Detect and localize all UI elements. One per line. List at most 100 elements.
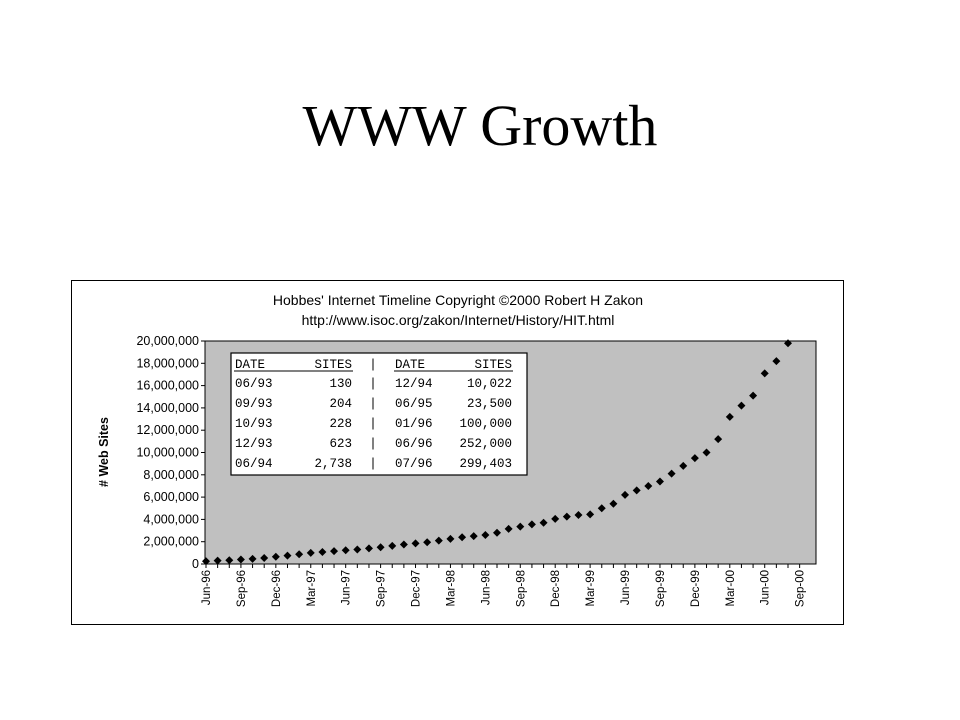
inset-table-cell: 252,000	[459, 437, 512, 451]
inset-table-box	[230, 352, 528, 476]
inset-table-cell: 2,738	[314, 457, 352, 471]
data-point	[609, 499, 618, 508]
data-point	[784, 339, 792, 348]
x-tick-label: Jun-96	[201, 570, 213, 605]
data-point	[225, 556, 234, 565]
inset-table-cell: 09/93	[235, 397, 273, 411]
x-tick-label: Dec-98	[550, 570, 562, 607]
inset-table-cell: |	[369, 377, 377, 391]
data-point	[655, 477, 664, 486]
x-tick-label: Sep-99	[655, 570, 667, 607]
data-point	[493, 528, 501, 537]
inset-table-cell: 12/94	[395, 377, 433, 391]
slide-title: WWW Growth	[302, 93, 658, 158]
x-tick-label: Sep-98	[515, 570, 527, 607]
data-point	[597, 504, 606, 513]
data-point	[516, 522, 525, 531]
data-point	[562, 512, 571, 521]
x-tick-label: Jun-97	[341, 570, 353, 605]
data-point	[725, 412, 734, 421]
data-point	[260, 553, 269, 562]
data-point	[504, 524, 513, 533]
data-point	[236, 555, 245, 564]
data-point	[283, 551, 292, 560]
y-tick-label: 12,000,000	[136, 423, 199, 437]
inset-table-cell: 100,000	[459, 417, 512, 431]
data-point	[469, 532, 478, 541]
x-tick-label: Sep-96	[236, 570, 248, 607]
x-tick-label: Mar-98	[445, 570, 457, 606]
data-point	[388, 541, 397, 550]
data-point	[399, 540, 408, 549]
x-tick-label: Sep-00	[795, 570, 807, 607]
data-point	[621, 490, 630, 499]
inset-table-cell: 06/96	[395, 437, 433, 451]
data-point	[306, 548, 315, 557]
data-point	[271, 552, 280, 561]
y-axis: 0 2,000,000 4,000,000 6,000,000 8,000,000 10,…	[136, 334, 205, 571]
inset-table-cell: |	[369, 437, 377, 451]
x-tick-label: Sep-97	[376, 570, 388, 607]
inset-table-header: DATE	[235, 358, 265, 372]
inset-table-cell: 12/93	[235, 437, 273, 451]
inset-table-header: SITES	[314, 358, 352, 372]
data-point	[458, 533, 467, 542]
y-tick-label: 8,000,000	[143, 468, 199, 482]
data-point	[586, 510, 595, 519]
x-tick-label: Jun-00	[760, 570, 772, 605]
inset-table-cell: 204	[329, 397, 352, 411]
data-point	[434, 536, 443, 545]
chart-frame: Hobbes' Internet Timeline Copyright ©200…	[71, 280, 844, 625]
data-point	[644, 481, 653, 490]
inset-table-cell: 06/94	[235, 457, 273, 471]
data-point	[690, 454, 699, 463]
data-point	[202, 557, 210, 566]
chart-svg: Hobbes' Internet Timeline Copyright ©200…	[97, 292, 817, 607]
data-point	[248, 554, 257, 563]
data-point	[539, 518, 548, 527]
x-tick-label: Dec-97	[411, 570, 423, 607]
inset-table-cell: 23,500	[467, 397, 512, 411]
y-tick-label: 20,000,000	[136, 334, 199, 348]
data-point	[481, 531, 490, 540]
data-point	[353, 545, 362, 554]
inset-table-cell: 623	[329, 437, 352, 451]
data-point	[318, 547, 327, 556]
inset-table-cell: 228	[329, 417, 352, 431]
x-tick-label: Mar-99	[585, 570, 597, 606]
inset-table-cell: |	[369, 457, 377, 471]
x-tick-label: Jun-98	[480, 570, 492, 605]
data-point	[376, 543, 385, 552]
data-point	[551, 514, 560, 523]
inset-table-cell: 299,403	[459, 457, 512, 471]
inset-table-cell: 10,022	[467, 377, 512, 391]
inset-table-cell: 130	[329, 377, 352, 391]
y-tick-label: 4,000,000	[143, 512, 199, 526]
y-tick-label: 0	[192, 557, 199, 571]
data-point	[667, 469, 676, 478]
data-point	[772, 357, 781, 366]
inset-table-header: DATE	[395, 358, 425, 372]
x-axis: Jun-96 Sep-96 Dec-96 Mar-97 Jun-97 Sep-97 Dec-…	[201, 564, 807, 607]
data-point	[749, 391, 758, 400]
inset-table-header: |	[369, 358, 377, 372]
data-point	[341, 546, 350, 555]
inset-table: DATE SITES | DATE SITES 06/93 130 | 12/94 10,022 0…	[230, 352, 528, 476]
data-point	[702, 448, 711, 457]
x-tick-label: Mar-97	[306, 570, 318, 606]
x-tick-label: Jun-99	[620, 570, 632, 605]
inset-table-header: SITES	[474, 358, 512, 372]
x-tick-label: Dec-99	[690, 570, 702, 607]
chart-subtitle: http://www.isoc.org/zakon/Internet/Histo…	[302, 312, 615, 328]
y-tick-label: 18,000,000	[136, 356, 199, 370]
chart-title: Hobbes' Internet Timeline Copyright ©200…	[273, 292, 643, 308]
data-point	[330, 547, 339, 556]
inset-table-cell: 06/93	[235, 377, 273, 391]
y-tick-label: 2,000,000	[143, 535, 199, 549]
data-point	[364, 544, 373, 553]
data-point	[760, 369, 769, 378]
data-point	[527, 520, 536, 529]
data-point	[574, 510, 583, 519]
data-series	[202, 339, 792, 566]
y-axis-label: # Web Sites	[97, 417, 111, 487]
